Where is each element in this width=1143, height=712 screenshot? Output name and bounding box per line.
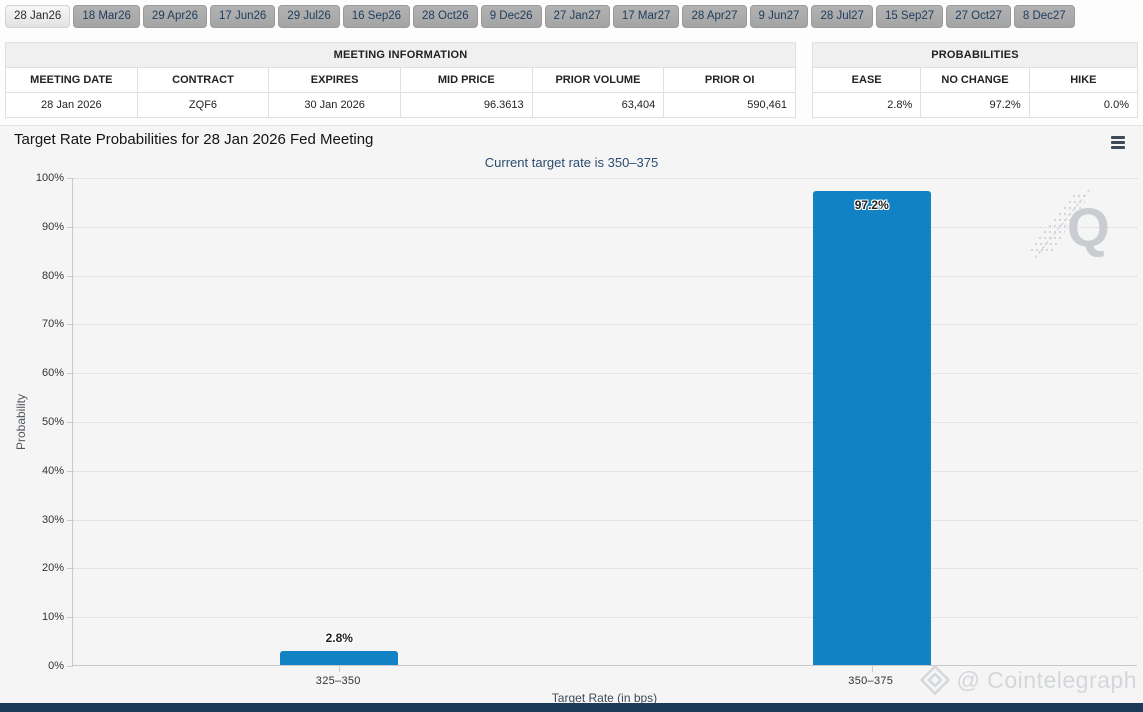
y-axis-tick <box>67 422 73 423</box>
y-axis-label: 40% <box>41 464 64 477</box>
meeting-tab-28-apr27[interactable]: 28 Apr27 <box>682 5 747 28</box>
y-axis-tick <box>67 275 73 277</box>
column-header: CONTRACT <box>136 67 270 93</box>
meeting-tab-16-sep26[interactable]: 16 Sep26 <box>342 5 411 28</box>
column-header: NO CHANGE <box>920 67 1030 93</box>
x-axis-label: 325–350 <box>315 675 361 687</box>
column-header: HIKE <box>1028 67 1139 93</box>
gridline <box>73 324 1137 326</box>
meeting-tab-9-dec26[interactable]: 9 Dec26 <box>480 5 542 28</box>
meeting-tab-17-jun26[interactable]: 17 Jun26 <box>209 5 276 28</box>
meeting-tab-28-jul27[interactable]: 28 Jul27 <box>811 5 873 28</box>
table-cell: 30 Jan 2026 <box>268 92 401 118</box>
chart-menu-icon[interactable] <box>1110 135 1126 152</box>
meeting-tab-29-jul26[interactable]: 29 Jul26 <box>278 5 340 28</box>
table-title: MEETING INFORMATION <box>5 42 796 68</box>
target-rate-chart: Target Rate Probabilities for 28 Jan 202… <box>0 125 1143 705</box>
gridline <box>73 568 1137 570</box>
footer-strip <box>0 703 1143 712</box>
credit-watermark: @ Cointelegraph <box>919 665 1137 695</box>
column-header: MID PRICE <box>399 67 533 93</box>
table-cell: ZQF6 <box>136 92 270 118</box>
y-axis-tick <box>67 324 73 326</box>
table-cell: 590,461 <box>663 92 796 118</box>
cointelegraph-diamond-icon <box>919 665 950 695</box>
y-axis-label: 100% <box>35 172 64 184</box>
gridline <box>73 226 1137 228</box>
table-cell: 96.3613 <box>399 92 533 118</box>
meeting-tab-9-jun27[interactable]: 9 Jun27 <box>749 5 809 28</box>
y-axis-tick <box>67 568 73 570</box>
bar-325–350[interactable] <box>280 651 399 665</box>
gridline <box>73 178 1137 179</box>
meeting-tab-17-mar27[interactable]: 17 Mar27 <box>612 5 680 28</box>
y-axis-tick <box>67 373 73 375</box>
chart-subtitle: Current target rate is 350–375 <box>484 155 659 170</box>
column-header: MEETING DATE <box>5 67 138 93</box>
x-axis-tick <box>339 665 341 672</box>
y-axis-label: 80% <box>41 269 64 282</box>
y-axis-label: 70% <box>41 318 64 331</box>
y-axis-tick <box>67 666 73 667</box>
column-header: PRIOR OI <box>663 67 796 93</box>
y-axis-label: 60% <box>41 367 64 380</box>
y-axis-label: 20% <box>41 562 64 575</box>
column-header: PRIOR VOLUME <box>531 67 665 93</box>
y-axis-tick <box>67 617 73 619</box>
plot-area: 2.8% 97.2% <box>67 178 1137 672</box>
x-axis-tick <box>871 665 873 672</box>
y-axis-tick <box>67 519 73 521</box>
table-cell: 63,404 <box>531 92 665 118</box>
meeting-tab-28-oct26[interactable]: 28 Oct26 <box>413 5 478 28</box>
x-axis-title: Target Rate (in bps) <box>551 691 658 705</box>
bar-350–375[interactable] <box>812 191 931 665</box>
y-axis-title: Probability <box>14 393 28 451</box>
meeting-tab-27-oct27[interactable]: 27 Oct27 <box>946 5 1011 28</box>
gridline <box>73 470 1137 472</box>
meeting-tab-18-mar26[interactable]: 18 Mar26 <box>73 5 140 28</box>
gridline <box>73 422 1137 423</box>
y-axis-label: 30% <box>41 513 64 526</box>
y-axis-tick <box>67 470 73 472</box>
meeting-date-tabbar: 28 Jan26 18 Mar26 29 Apr26 17 Jun26 29 Jul26… <box>5 5 1075 28</box>
quikstrike-q-watermark-icon: Q <box>1031 187 1110 259</box>
bar-value-label: 97.2% <box>854 198 889 212</box>
credit-watermark-text: @ Cointelegraph <box>956 666 1137 693</box>
column-header: EXPIRES <box>268 67 401 93</box>
y-axis-label: 50% <box>41 416 64 428</box>
gridline <box>73 519 1137 521</box>
table-cell: 97.2% <box>920 92 1030 118</box>
table-title: PROBABILITIES <box>812 42 1138 68</box>
y-axis-tick <box>67 226 73 228</box>
y-axis-label: 0% <box>48 660 64 672</box>
y-axis-label: 10% <box>41 611 64 624</box>
meeting-information-table: MEETING INFORMATION MEETING DATE CONTRACT E… <box>5 42 796 118</box>
table-cell: 0.0% <box>1028 92 1139 118</box>
bar-value-label: 2.8% <box>325 631 353 645</box>
column-header: EASE <box>811 67 922 93</box>
q-watermark-letter: Q <box>1067 196 1110 258</box>
meeting-tab-15-sep27[interactable]: 15 Sep27 <box>875 5 944 28</box>
probabilities-table: PROBABILITIES EASE NO CHANGE HIKE 2.8% 97.2% 0… <box>811 42 1139 118</box>
table-cell: 2.8% <box>811 92 922 118</box>
meeting-tab-29-apr26[interactable]: 29 Apr26 <box>142 5 207 28</box>
meeting-tab-8-dec27[interactable]: 8 Dec27 <box>1013 5 1075 28</box>
meeting-tab-27-jan27[interactable]: 27 Jan27 <box>544 5 610 28</box>
gridline <box>73 373 1137 375</box>
chart-title: Target Rate Probabilities for 28 Jan 202… <box>14 131 374 148</box>
y-axis-label: 90% <box>41 220 64 233</box>
meeting-tab-28-jan26[interactable]: 28 Jan26 <box>5 5 71 28</box>
gridline <box>73 275 1137 277</box>
gridline <box>73 617 1137 619</box>
table-cell: 28 Jan 2026 <box>5 92 138 118</box>
y-axis-tick <box>67 178 73 179</box>
x-axis-label: 350–375 <box>848 675 894 687</box>
